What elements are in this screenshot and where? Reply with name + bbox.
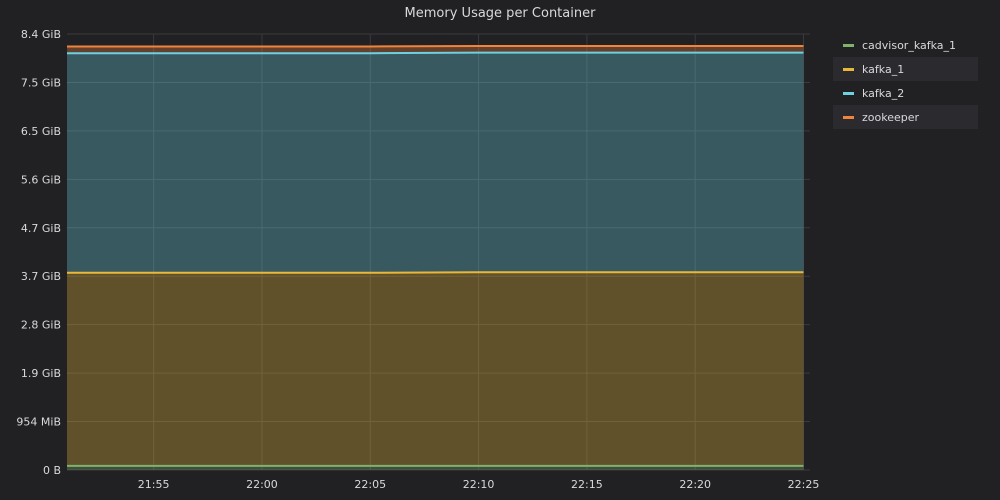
legend-item-kafka-2[interactable]: kafka_2 [833, 81, 978, 105]
chart-series-areas [67, 45, 804, 470]
chart-grid [67, 33, 810, 471]
legend-item-cadvisor-kafka-1[interactable]: cadvisor_kafka_1 [833, 33, 978, 57]
series-line-kafka-1 [67, 271, 804, 274]
x-tick-label: 22:20 [679, 478, 711, 491]
y-tick-label: 4.7 GiB [21, 222, 61, 235]
panel-title: Memory Usage per Container [404, 6, 596, 21]
y-tick-label: 7.5 GiB [21, 76, 61, 89]
chart-series-lines [67, 44, 804, 467]
series-line-kafka-2 [67, 51, 804, 55]
legend-item-kafka-1[interactable]: kafka_1 [833, 57, 978, 81]
x-tick-label: 22:10 [463, 478, 495, 491]
legend-label: kafka_2 [862, 86, 905, 100]
x-tick-label: 21:55 [138, 478, 170, 491]
x-tick-label: 22:00 [246, 478, 278, 491]
x-tick-label: 22:25 [788, 478, 820, 491]
legend-swatch-icon [843, 67, 854, 71]
legend-label: cadvisor_kafka_1 [862, 38, 957, 52]
y-tick-label: 954 MiB [16, 416, 61, 429]
y-tick-label: 1.9 GiB [21, 367, 61, 380]
legend-swatch-icon [843, 43, 854, 47]
series-area-zookeeper [67, 45, 804, 54]
y-tick-label: 8.4 GiB [21, 28, 61, 41]
y-tick-label: 5.6 GiB [21, 173, 61, 186]
series-line-zookeeper [67, 44, 804, 48]
y-tick-label: 6.5 GiB [21, 125, 61, 138]
x-tick-label: 22:15 [571, 478, 603, 491]
series-area-kafka-1 [67, 272, 804, 466]
legend-label: zookeeper [862, 110, 920, 124]
x-axis: 21:55 22:00 22:05 22:10 22:15 22:20 22:25 [138, 478, 820, 491]
legend-swatch-icon [843, 115, 854, 119]
series-area-cadvisor-kafka-1 [67, 465, 804, 470]
legend-label: kafka_1 [862, 62, 905, 76]
legend-swatch-icon [843, 91, 854, 95]
y-tick-label: 2.8 GiB [21, 319, 61, 332]
legend: cadvisor_kafka_1 kafka_1 kafka_2 zookeep… [833, 33, 978, 129]
y-tick-label: 3.7 GiB [21, 270, 61, 283]
y-tick-label: 0 B [43, 464, 61, 477]
x-tick-label: 22:05 [354, 478, 386, 491]
y-axis: 0 B 954 MiB 1.9 GiB 2.8 GiB 3.7 GiB 4.7 GiB 5.… [16, 28, 61, 477]
series-area-kafka-2 [67, 52, 804, 273]
legend-item-zookeeper[interactable]: zookeeper [833, 105, 978, 129]
